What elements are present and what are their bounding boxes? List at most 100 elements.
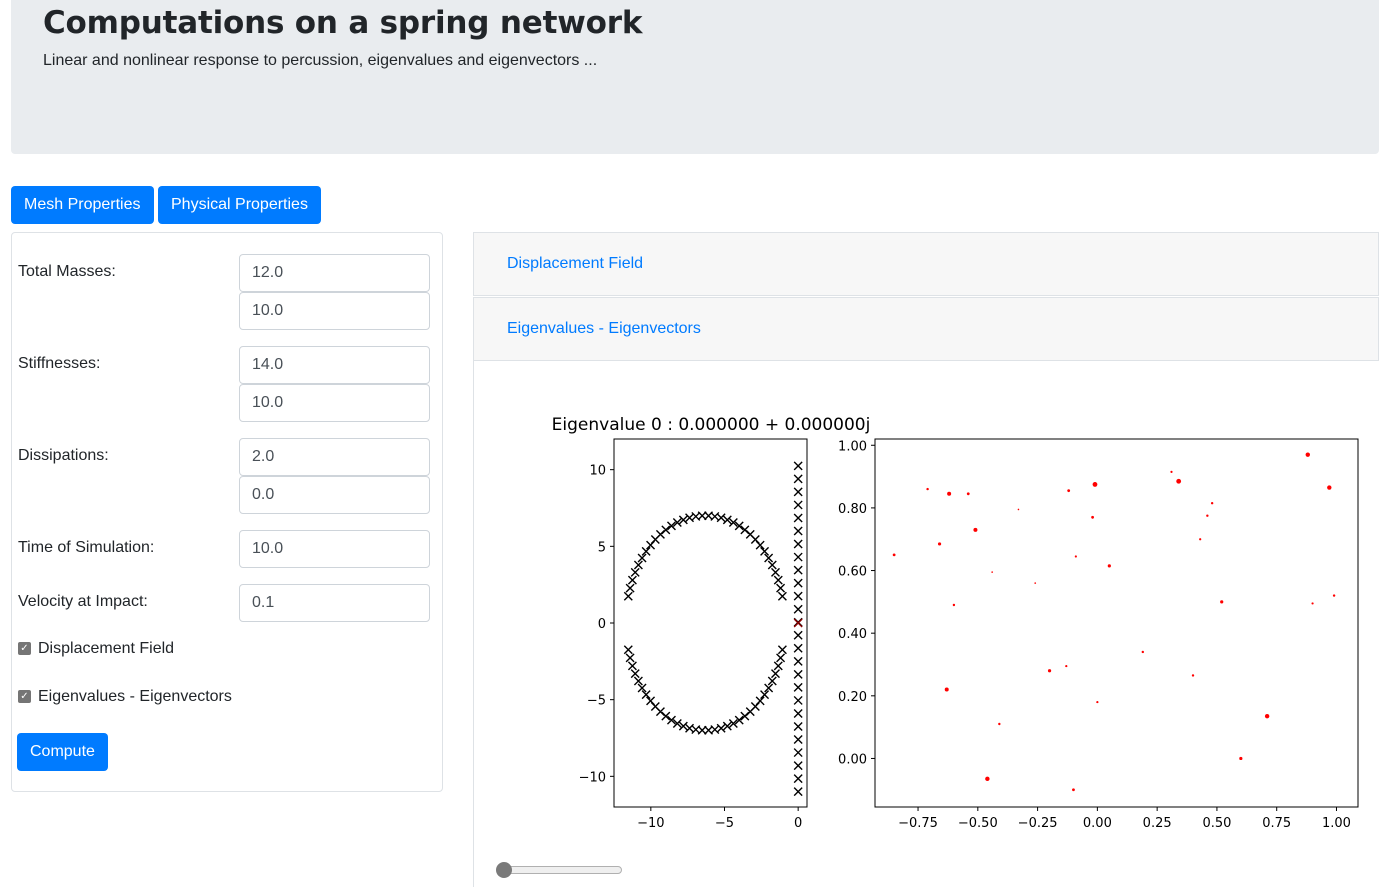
eigenvalue-marker [793, 656, 803, 666]
eigenvalue-marker [793, 526, 803, 536]
eigenvalue-marker [630, 669, 640, 679]
total-mass-1-input[interactable]: 12.0 [239, 254, 430, 292]
eigenvalue-marker [793, 787, 803, 797]
eigenvalue-marker [776, 653, 786, 663]
eigenvector-point [1332, 594, 1336, 597]
eigenvector-point [1327, 485, 1332, 490]
eigenvalue-marker [793, 591, 803, 601]
eigenvector-point [1092, 482, 1098, 487]
eigenvector-point [966, 492, 970, 496]
eigenvalue-marker [637, 683, 647, 693]
eigenvector-point [1047, 669, 1052, 673]
eigenvalue-marker [666, 715, 676, 725]
accordion-link-displacement[interactable]: Displacement Field [507, 255, 644, 272]
total-masses-label: Total Masses: [18, 263, 116, 280]
dissipation-2-input[interactable]: 0.0 [239, 476, 430, 514]
eigenvalue-marker [767, 560, 777, 570]
compute-button[interactable]: Compute [17, 733, 108, 771]
header-jumbotron: Computations on a spring network Linear … [11, 0, 1379, 154]
eigen-panel-body [473, 360, 1379, 887]
eigenvalue-marker [767, 676, 777, 686]
eigenvalue-marker [716, 723, 726, 733]
eigenvector-point [937, 542, 942, 546]
eigenvector-point [1191, 674, 1195, 677]
chart2-xtick-label: −0.50 [958, 816, 998, 831]
eigenvalue-marker [793, 669, 803, 679]
eigenvalue-marker [793, 748, 803, 758]
chart2-xtick-label: −0.25 [1018, 816, 1058, 831]
eigenvalue-marker [777, 591, 787, 601]
eigenvalue-marker [760, 690, 770, 700]
eigenvector-point [944, 687, 949, 692]
eigenvalue-marker [734, 715, 744, 725]
eigenvalue-marker [793, 708, 803, 718]
stiffness-2-input[interactable]: 10.0 [239, 384, 430, 422]
displacement-field-checkbox[interactable]: ✓ [18, 642, 31, 655]
eigenvector-point [947, 491, 952, 496]
chart1-ytick-label: −5 [587, 694, 606, 709]
page-title: Computations on a spring network [43, 5, 643, 41]
chart1-xtick-label: −10 [637, 816, 664, 831]
tab-mesh-properties[interactable]: Mesh Properties [11, 186, 154, 224]
eigenvalue-marker [697, 725, 707, 735]
physical-properties-form: Total Masses: 12.0 10.0 Stiffnesses: 14.… [11, 232, 443, 792]
eigenvalue-marker [793, 565, 803, 575]
chart2-ytick-label: 1.00 [838, 439, 867, 454]
eigenvalue-marker [625, 653, 635, 663]
eigenvalue-marker [793, 643, 803, 653]
eigenvector-point [1065, 664, 1068, 668]
eigenvalue-marker [773, 661, 783, 671]
accordion-header-eigen[interactable]: Eigenvalues - Eigenvectors [473, 297, 1379, 361]
dissipation-1-input[interactable]: 2.0 [239, 438, 430, 476]
eigenvalue-marker [793, 578, 803, 588]
time-of-simulation-input[interactable]: 10.0 [239, 530, 430, 568]
eigenvector-point [1017, 508, 1020, 511]
chart2-ytick-label: 0.60 [838, 565, 867, 580]
eigenvector-point [1210, 502, 1214, 505]
eigen-checkbox-label: Eigenvalues - Eigenvectors [38, 688, 232, 705]
eigenvalue-slider-track[interactable] [500, 866, 622, 874]
eigenvector-point [892, 553, 896, 557]
chart1-title: Eigenvalue 0 : 0.000000 + 0.000000j [552, 415, 871, 435]
eigenvalue-marker [793, 735, 803, 745]
eigenvector-point [998, 722, 1001, 726]
eigen-checkbox[interactable]: ✓ [18, 690, 31, 703]
chart2-xtick-label: 1.00 [1322, 816, 1351, 831]
eigenvalue-marker [637, 553, 647, 563]
eigenvalue-marker [678, 515, 688, 525]
accordion-header-displacement[interactable]: Displacement Field [473, 232, 1379, 296]
eigenvalue-marker [678, 721, 688, 731]
eigenvector-point [1199, 538, 1202, 541]
eigenvector-point [1091, 515, 1094, 519]
eigenvalue-marker [641, 546, 651, 556]
eigenvalue-marker [793, 722, 803, 731]
eigenvalue-marker [793, 487, 803, 497]
eigenvalue-marker [764, 553, 774, 563]
stiffness-1-input[interactable]: 14.0 [239, 346, 430, 384]
eigenvalue-marker [793, 461, 803, 471]
dissipations-label: Dissipations: [18, 447, 109, 464]
eigenvalue-marker [722, 721, 732, 731]
eigenvalue-marker [760, 546, 770, 556]
chart1-xtick-label: −5 [715, 816, 734, 831]
eigenvector-point [1170, 470, 1173, 473]
eigenvector-point [1074, 555, 1077, 558]
eigenvalue-marker [770, 567, 780, 577]
eigenvalue-marker [623, 645, 633, 655]
eigenvalue-marker [777, 645, 787, 655]
total-mass-2-input[interactable]: 10.0 [239, 292, 430, 330]
tab-physical-properties[interactable]: Physical Properties [158, 186, 321, 224]
eigenvalue-marker [764, 683, 774, 693]
eigenvalue-marker [625, 583, 635, 593]
velocity-at-impact-input[interactable]: 0.1 [239, 584, 430, 622]
eigenvector-point [973, 527, 978, 532]
chart2-ytick-label: 0.00 [838, 752, 867, 767]
chart2-frame [874, 438, 1359, 808]
eigenvalue-marker [641, 690, 651, 700]
eigenvalue-marker [623, 591, 633, 601]
eigenvalue-marker [793, 500, 803, 510]
accordion-link-eigen[interactable]: Eigenvalues - Eigenvectors [507, 320, 701, 337]
time-of-simulation-label: Time of Simulation: [18, 539, 155, 556]
eigenvalue-slider-thumb[interactable] [496, 862, 512, 878]
